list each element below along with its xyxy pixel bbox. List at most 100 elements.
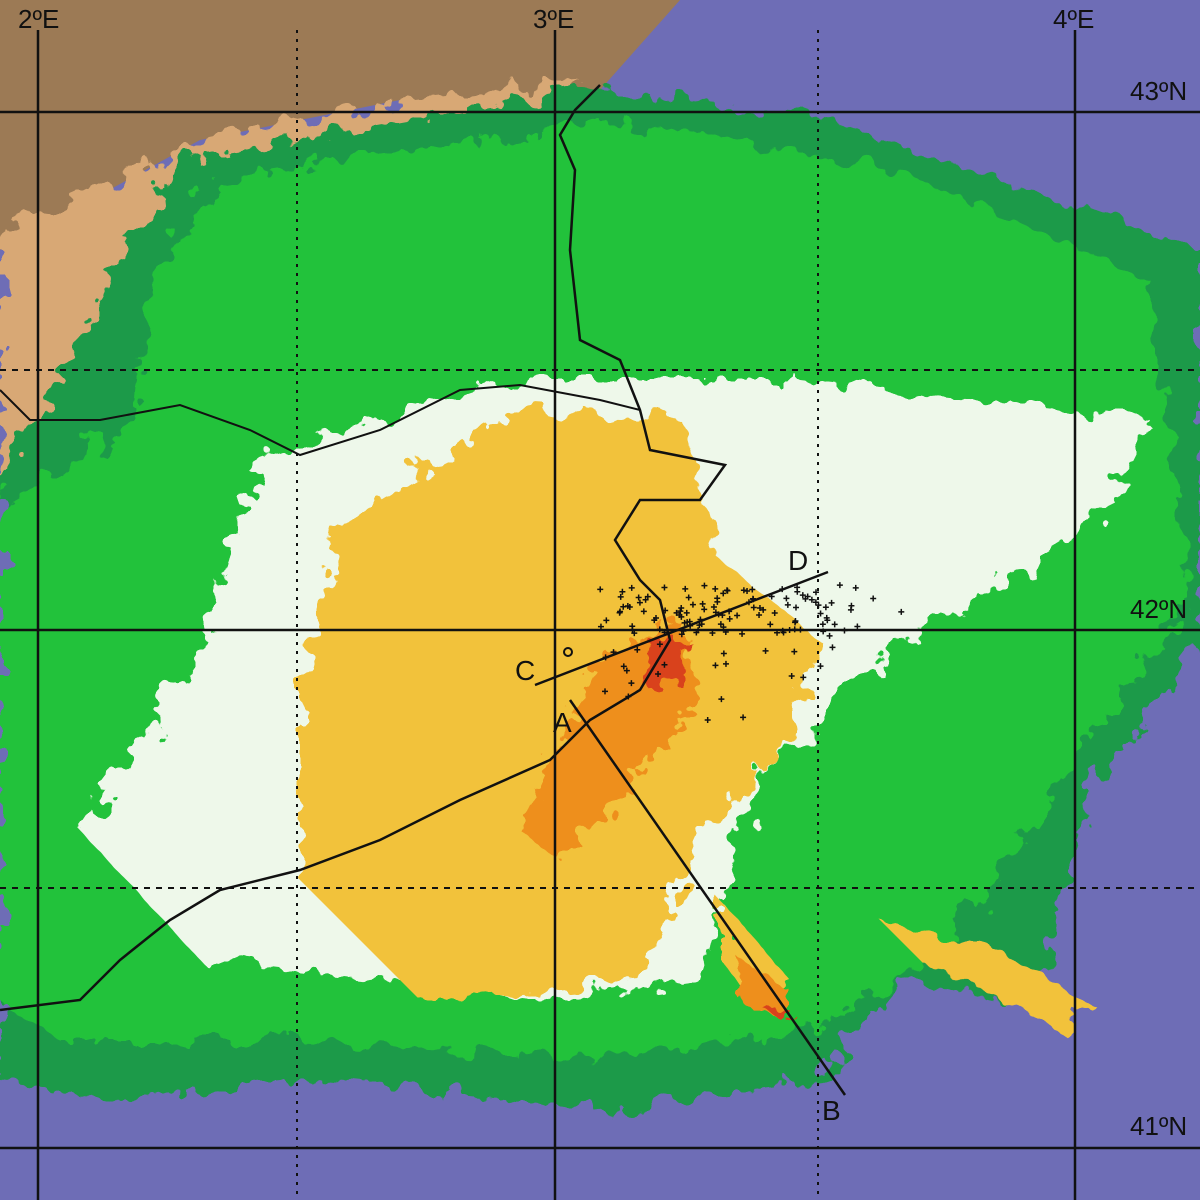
echo-red <box>645 640 790 1020</box>
lightning-marker <box>749 595 756 602</box>
lightning-marker <box>800 674 807 681</box>
lightning-marker <box>740 714 747 721</box>
lightning-marker <box>603 617 610 624</box>
lightning-marker <box>680 628 687 635</box>
lightning-marker <box>640 608 647 615</box>
lightning-marker <box>750 604 757 611</box>
lightning-marker <box>828 599 835 606</box>
lightning-marker <box>661 661 668 668</box>
lightning-marker <box>826 632 833 639</box>
lightning-marker <box>656 641 663 648</box>
lightning-marker <box>812 589 819 596</box>
lightning-marker <box>710 603 717 610</box>
section-line-cd <box>534 570 829 687</box>
lightning-marker <box>841 627 848 634</box>
lightning-marker <box>756 612 763 619</box>
lightning-marker <box>822 604 829 611</box>
lightning-marker <box>780 629 787 636</box>
lon-label-2e: 2ºE <box>18 4 59 34</box>
lat-label-41n: 41ºN <box>1130 1111 1187 1141</box>
lightning-marker <box>793 604 800 611</box>
lightning-marker <box>824 617 831 624</box>
point-label-c: C <box>515 655 535 686</box>
lightning-marker <box>745 599 752 606</box>
lightning-marker <box>870 595 877 602</box>
lightning-marker <box>623 667 630 674</box>
lightning-marker <box>829 644 836 651</box>
lightning-marker <box>767 621 774 628</box>
lightning-marker <box>651 617 658 624</box>
lightning-marker <box>854 623 861 630</box>
lightning-marker <box>792 618 799 625</box>
lightning-marker <box>774 629 781 636</box>
lightning-marker <box>848 602 855 609</box>
lightning-marker <box>597 623 604 630</box>
lightning-marker <box>799 592 806 599</box>
lightning-marker <box>817 610 824 617</box>
lightning-marker <box>602 654 609 661</box>
lightning-marker <box>631 630 638 637</box>
border-line <box>0 383 641 457</box>
lightning-marker <box>771 610 778 617</box>
lightning-marker <box>636 599 643 606</box>
lightning-marker <box>717 621 724 628</box>
lightning-marker <box>619 588 626 595</box>
lightning-marker <box>616 609 623 616</box>
lightning-marker <box>720 590 727 597</box>
lightning-marker <box>734 612 741 619</box>
lightning-marker <box>656 626 663 633</box>
lon-label-3e: 3ºE <box>533 4 574 34</box>
lightning-marker <box>629 623 636 630</box>
lightning-marker <box>696 622 703 629</box>
lightning-marker <box>673 609 680 616</box>
lightning-marker <box>756 605 763 612</box>
lightning-marker <box>726 608 733 615</box>
radar-site-marker <box>563 647 573 657</box>
lightning-marker <box>712 662 719 669</box>
lightning-marker <box>722 660 729 667</box>
lightning-marker <box>678 631 685 638</box>
lightning-marker <box>804 593 811 600</box>
coastline <box>0 84 728 1012</box>
lightning-marker <box>677 608 684 615</box>
section-line-ab <box>568 699 847 1096</box>
lat-label-42n: 42ºN <box>1130 594 1187 624</box>
lightning-marker <box>681 619 688 626</box>
lightning-marker <box>794 584 801 591</box>
lightning-marker <box>720 650 727 657</box>
lightning-marker <box>739 630 746 637</box>
lightning-marker <box>634 646 641 653</box>
lightning-marker <box>697 616 704 623</box>
echo-yellow <box>300 410 1100 1030</box>
lightning-marker <box>712 585 719 592</box>
lightning-marker <box>815 602 822 609</box>
land-area <box>0 0 680 250</box>
lightning-marker <box>704 717 711 724</box>
lightning-marker <box>709 630 716 637</box>
lightning-marker <box>655 671 662 678</box>
lightning-marker <box>617 593 624 600</box>
lightning-marker <box>831 621 838 628</box>
lightning-marker <box>661 584 668 591</box>
lightning-marker <box>610 649 617 656</box>
lightning-marker <box>597 586 604 593</box>
point-label-d: D <box>788 545 808 576</box>
lightning-marker <box>628 680 635 687</box>
lightning-marker <box>602 688 609 695</box>
lightning-marker <box>661 629 668 636</box>
lightning-marker <box>678 605 685 612</box>
section-lines <box>534 570 847 1096</box>
lightning-marker <box>620 663 627 670</box>
lightning-marker <box>682 585 689 592</box>
lightning-marker <box>898 608 905 615</box>
lightning-marker <box>820 628 827 635</box>
lightning-marker <box>784 601 791 608</box>
lightning-marker <box>762 647 769 654</box>
lightning-marker <box>687 622 694 629</box>
lightning-marker <box>817 663 824 670</box>
lightning-marker <box>720 624 727 631</box>
lightning-marker <box>628 584 635 591</box>
lightning-marker <box>723 587 730 594</box>
